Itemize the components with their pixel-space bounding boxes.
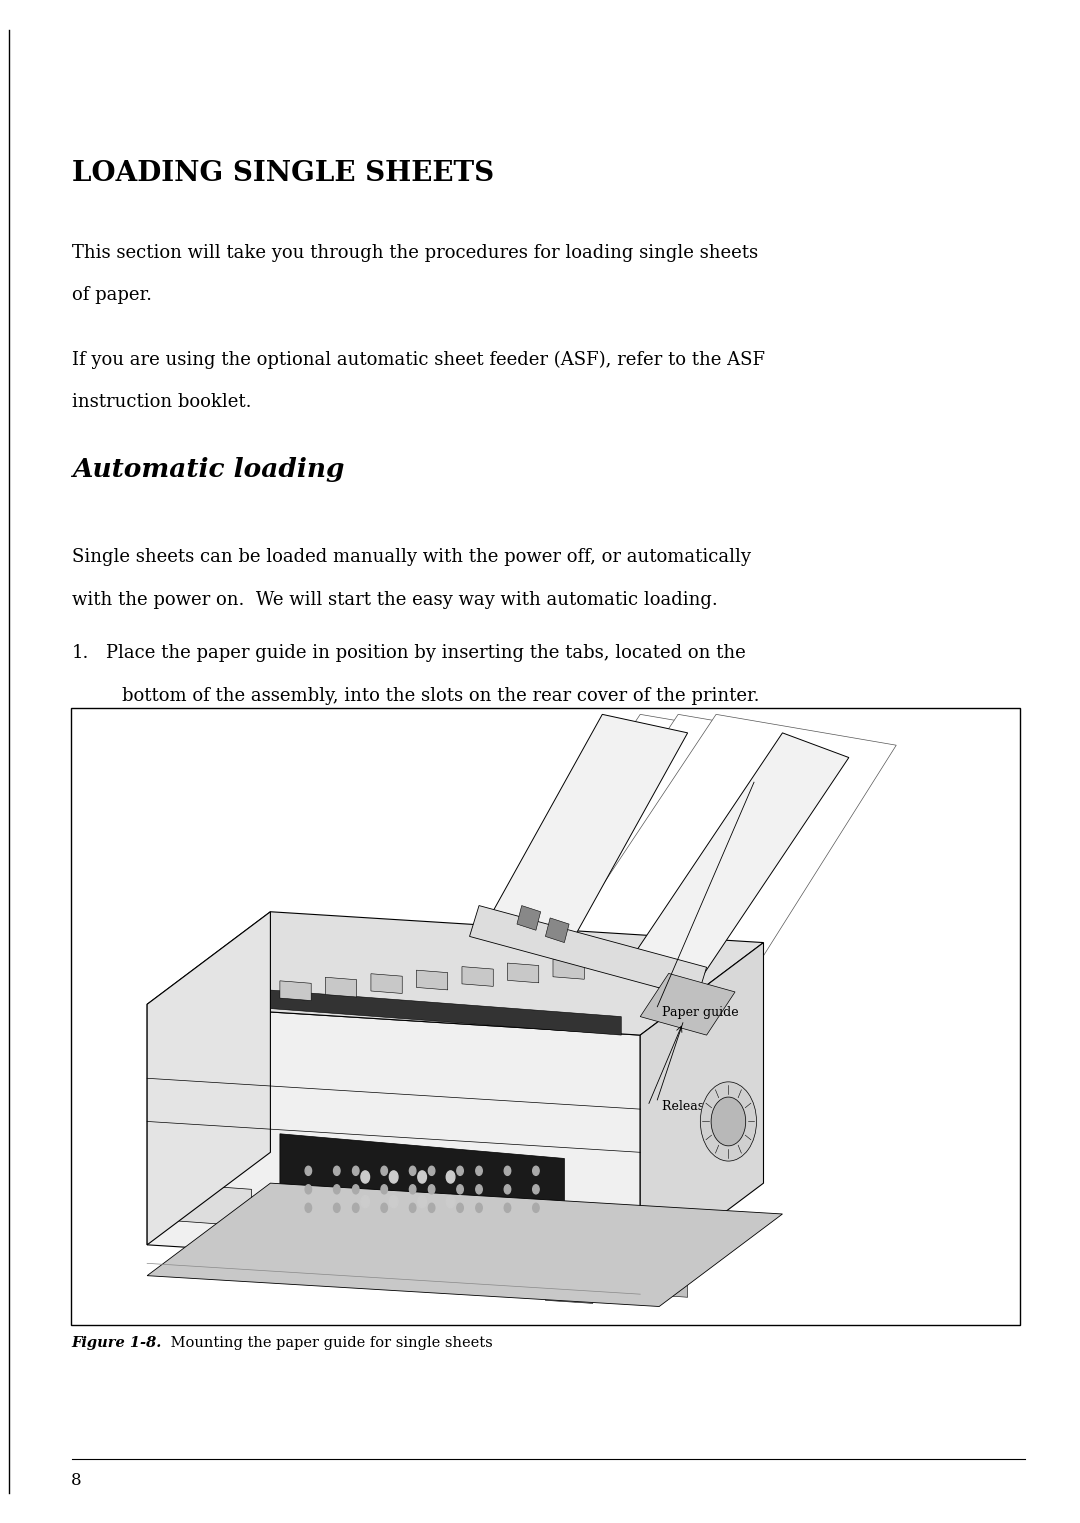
- Polygon shape: [488, 714, 821, 985]
- Text: 1.: 1.: [71, 644, 89, 663]
- Circle shape: [409, 1203, 416, 1212]
- Circle shape: [504, 1185, 511, 1194]
- Text: bottom of the assembly, into the slots on the rear cover of the printer.: bottom of the assembly, into the slots o…: [122, 687, 759, 705]
- Circle shape: [390, 1171, 399, 1183]
- Circle shape: [446, 1171, 455, 1183]
- Circle shape: [418, 1196, 427, 1208]
- Circle shape: [429, 1203, 435, 1212]
- Circle shape: [352, 1185, 359, 1194]
- Text: If you are using the optional automatic sheet feeder (ASF), refer to the ASF: If you are using the optional automatic …: [72, 350, 765, 369]
- Circle shape: [532, 1185, 539, 1194]
- Circle shape: [361, 1196, 369, 1208]
- Circle shape: [305, 1167, 311, 1176]
- Polygon shape: [480, 714, 688, 955]
- Circle shape: [409, 1167, 416, 1176]
- Circle shape: [429, 1167, 435, 1176]
- Circle shape: [476, 1185, 483, 1194]
- Polygon shape: [166, 1103, 252, 1159]
- Polygon shape: [185, 1260, 232, 1279]
- Circle shape: [305, 1203, 311, 1212]
- Circle shape: [532, 1203, 539, 1212]
- Text: Automatic loading: Automatic loading: [72, 457, 345, 481]
- Polygon shape: [545, 1285, 593, 1304]
- Text: This section will take you through the procedures for loading single sheets: This section will take you through the p…: [72, 244, 758, 262]
- Polygon shape: [553, 959, 584, 979]
- Polygon shape: [545, 918, 569, 943]
- Circle shape: [457, 1185, 463, 1194]
- Text: Single sheets can be loaded manually with the power off, or automatically: Single sheets can be loaded manually wit…: [72, 548, 751, 567]
- Text: instruction booklet.: instruction booklet.: [72, 393, 252, 411]
- Text: with the power on.  We will start the easy way with automatic loading.: with the power on. We will start the eas…: [72, 591, 718, 609]
- Text: of paper.: of paper.: [72, 286, 152, 305]
- Polygon shape: [147, 1004, 640, 1276]
- Circle shape: [381, 1185, 388, 1194]
- Text: 8: 8: [71, 1471, 82, 1489]
- Circle shape: [390, 1196, 399, 1208]
- Circle shape: [429, 1185, 435, 1194]
- Circle shape: [361, 1171, 369, 1183]
- Polygon shape: [565, 714, 896, 985]
- Circle shape: [381, 1203, 388, 1212]
- Circle shape: [476, 1203, 483, 1212]
- Text: Paper guide: Paper guide: [662, 1007, 739, 1019]
- Circle shape: [711, 1097, 745, 1145]
- Polygon shape: [526, 714, 859, 985]
- Text: LOADING SINGLE SHEETS: LOADING SINGLE SHEETS: [72, 160, 495, 187]
- Polygon shape: [417, 970, 448, 990]
- Circle shape: [409, 1185, 416, 1194]
- Circle shape: [334, 1167, 340, 1176]
- Circle shape: [305, 1185, 311, 1194]
- Polygon shape: [214, 985, 621, 1036]
- Circle shape: [504, 1203, 511, 1212]
- Text: Figure 1-8.: Figure 1-8.: [71, 1336, 162, 1349]
- Polygon shape: [280, 1133, 565, 1244]
- Polygon shape: [370, 973, 402, 993]
- Polygon shape: [462, 967, 494, 987]
- Text: Place the paper guide in position by inserting the tabs, located on the: Place the paper guide in position by ins…: [106, 644, 745, 663]
- Circle shape: [532, 1167, 539, 1176]
- Circle shape: [457, 1203, 463, 1212]
- Polygon shape: [166, 1183, 252, 1226]
- Circle shape: [352, 1203, 359, 1212]
- Circle shape: [446, 1196, 455, 1208]
- Polygon shape: [640, 1279, 688, 1298]
- Circle shape: [504, 1167, 511, 1176]
- Circle shape: [457, 1167, 463, 1176]
- Polygon shape: [640, 973, 735, 1036]
- Polygon shape: [147, 912, 764, 1036]
- Circle shape: [418, 1171, 427, 1183]
- Circle shape: [352, 1167, 359, 1176]
- Circle shape: [334, 1203, 340, 1212]
- Polygon shape: [517, 906, 541, 931]
- Bar: [71, 708, 1020, 1325]
- Circle shape: [334, 1185, 340, 1194]
- Polygon shape: [147, 1183, 782, 1307]
- Polygon shape: [147, 912, 270, 1244]
- Polygon shape: [325, 978, 356, 998]
- Polygon shape: [470, 906, 706, 998]
- Text: Mounting the paper guide for single sheets: Mounting the paper guide for single shee…: [166, 1336, 494, 1349]
- Polygon shape: [280, 981, 311, 1001]
- Polygon shape: [621, 733, 849, 998]
- Polygon shape: [508, 963, 539, 982]
- Circle shape: [381, 1167, 388, 1176]
- Text: Release lever: Release lever: [662, 1100, 747, 1112]
- Circle shape: [700, 1081, 756, 1161]
- Polygon shape: [640, 943, 764, 1276]
- Circle shape: [476, 1167, 483, 1176]
